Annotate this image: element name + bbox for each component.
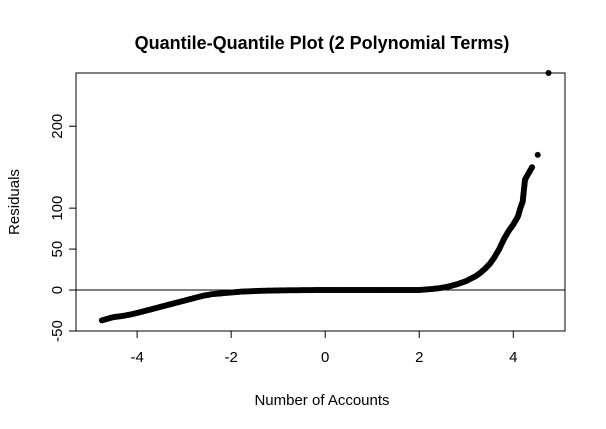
y-axis: -50 0 50 100 200 — [49, 114, 77, 342]
data-point — [529, 164, 536, 171]
x-tick-label: 0 — [321, 349, 329, 366]
data-point — [545, 70, 552, 76]
y-tick-label: 0 — [49, 286, 66, 294]
x-tick-label: -2 — [224, 349, 237, 366]
x-axis-title: Number of Accounts — [254, 392, 389, 409]
y-tick-label: -50 — [49, 320, 66, 342]
x-axis: -4 -2 0 2 4 — [130, 330, 517, 366]
y-tick-label: 100 — [49, 196, 66, 221]
y-tick-label: 200 — [49, 114, 66, 139]
data-points — [98, 70, 552, 324]
data-point — [534, 151, 541, 158]
x-tick-label: 4 — [509, 349, 517, 366]
chart-title: Quantile-Quantile Plot (2 Polynomial Ter… — [135, 33, 510, 53]
x-tick-label: -4 — [130, 349, 143, 366]
x-tick-label: 2 — [415, 349, 423, 366]
y-axis-title: Residuals — [6, 169, 23, 235]
y-tick-label: 50 — [49, 241, 66, 258]
